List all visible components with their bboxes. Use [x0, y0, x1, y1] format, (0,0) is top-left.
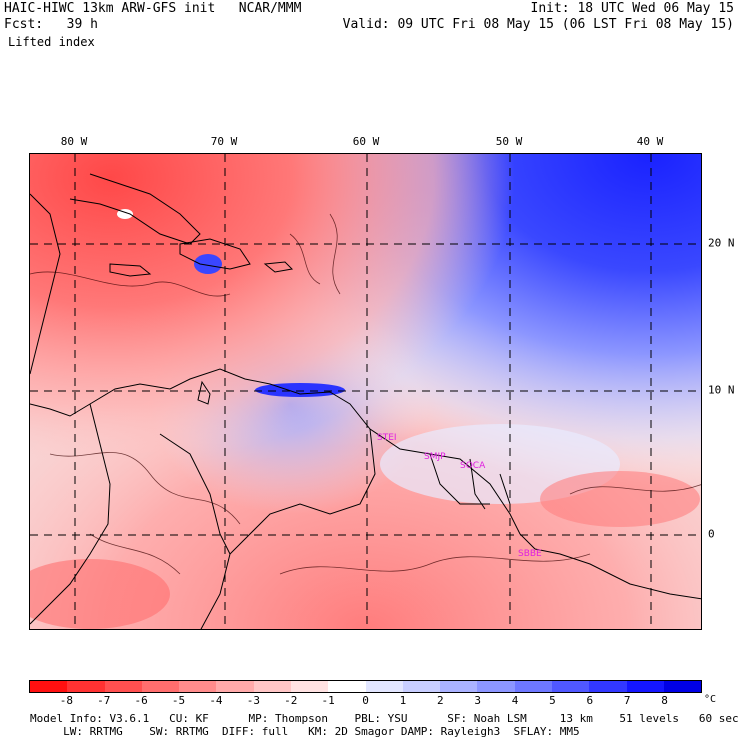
lat-label: 10 N	[708, 383, 735, 397]
colorbar-tick-label: 6	[586, 694, 594, 707]
colorbar-tick-label: 1	[399, 694, 407, 707]
model-info-line1: Model Info: V3.6.1 CU: KF MP: Thompson P…	[30, 712, 739, 725]
lat-label: 0	[708, 527, 715, 541]
lon-label: 40 W	[636, 135, 664, 148]
map-canvas	[30, 154, 701, 629]
station-label: STEI	[377, 433, 397, 443]
colorbar-swatch	[402, 681, 441, 692]
station-label: SOCA	[460, 461, 486, 471]
colorbar-tick-label: -4	[209, 694, 223, 707]
colorbar-tick-label: 8	[661, 694, 668, 707]
colorbar-swatch	[589, 681, 627, 692]
colorbar-tick-label: -5	[171, 694, 186, 707]
valid-time: Valid: 09 UTC Fri 08 May 15 (06 LST Fri …	[342, 17, 734, 32]
colorbar-tick-label: 3	[474, 694, 481, 707]
colorbar-swatch	[104, 681, 142, 692]
colorbar-swatch	[67, 681, 105, 692]
colorbar-tick-label: 2	[436, 694, 444, 707]
colorbar-tick-label: -7	[97, 694, 111, 707]
colorbar-swatch	[30, 681, 68, 692]
station-label: SMJP	[424, 452, 446, 462]
colorbar-swatch	[290, 681, 329, 692]
colorbar-swatch	[216, 681, 254, 692]
lifted-index-map[interactable]: STEI SMJP SOCA SBBE	[29, 153, 702, 630]
model-title: HAIC-HIWC 13km ARW-GFS init NCAR/MMM	[4, 1, 302, 16]
colorbar-tick-label: 0	[362, 694, 369, 707]
colorbar-unit: °C	[704, 694, 717, 705]
colorbar-swatch	[626, 681, 664, 692]
colorbar-swatch	[179, 681, 217, 692]
colorbar-swatch	[328, 681, 366, 692]
lon-label: 80 W	[60, 135, 88, 148]
model-info-line2: LW: RRTMG SW: RRTMG DIFF: full KM: 2D Sm…	[30, 725, 580, 738]
init-time: Init: 18 UTC Wed 06 May 15	[530, 1, 735, 16]
colorbar-swatch	[141, 681, 180, 692]
colorbar-swatch	[477, 681, 515, 692]
colorbar-tick-label: -3	[246, 694, 260, 707]
lon-label: 60 W	[352, 135, 380, 148]
lon-label: 50 W	[495, 135, 523, 148]
colorbar-tick-label: 4	[511, 694, 519, 707]
lon-label: 70 W	[210, 135, 238, 148]
colorbar-swatch	[440, 681, 478, 692]
colorbar-tick-label: 5	[549, 694, 556, 707]
colorbar-swatch	[365, 681, 403, 692]
colorbar-tick-label: -1	[321, 694, 335, 707]
colorbar-swatch	[551, 681, 590, 692]
forecast-hour: Fcst: 39 h	[4, 17, 98, 32]
colorbar-swatch	[663, 681, 702, 692]
colorbar-tick-label: -2	[284, 694, 298, 707]
colorbar-swatch	[514, 681, 552, 692]
station-label: SBBE	[518, 549, 542, 559]
colorbar-swatch	[253, 681, 291, 692]
field-name: Lifted index	[8, 35, 95, 49]
colorbar-tick-label: -8	[59, 694, 73, 707]
colorbar	[29, 680, 702, 693]
colorbar-tick-label: 7	[623, 694, 631, 707]
colorbar-tick-label: -6	[134, 694, 148, 707]
lat-label: 20 N	[708, 236, 735, 250]
